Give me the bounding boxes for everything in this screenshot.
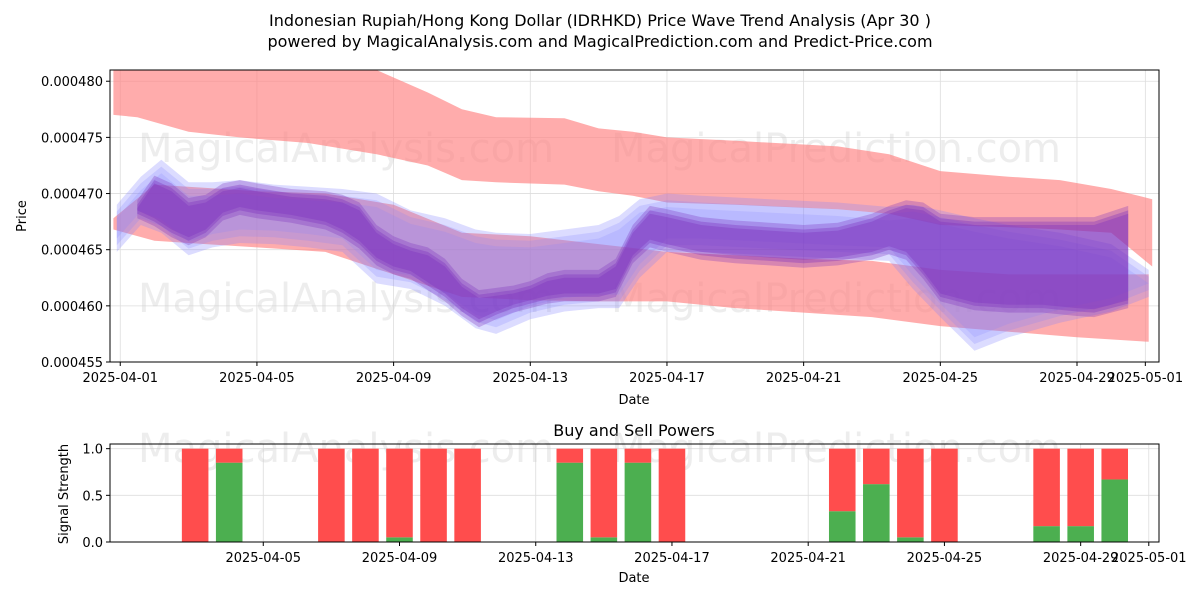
sell-power-bar <box>897 448 924 538</box>
buy-power-bar <box>863 484 890 542</box>
red-upper-band <box>113 70 1153 267</box>
price-y-tick-label: 0.000470 <box>41 188 103 203</box>
red-lower-band <box>113 184 1149 342</box>
buy-power-bar <box>1033 526 1060 542</box>
price-y-axis-label: Price <box>15 200 30 232</box>
purple-band <box>137 183 1129 320</box>
sell-power-bar <box>556 448 584 463</box>
sell-power-bar <box>454 448 481 542</box>
sell-power-bar <box>828 448 856 512</box>
sell-power-bar <box>352 448 379 542</box>
price-bands <box>113 70 1153 351</box>
price-x-ticks: 2025-04-01 2025-04-05 2025-04-09 2025-04-13… <box>82 362 1183 386</box>
signal-x-tick-label: 2025-04-25 <box>907 551 983 566</box>
purple-band <box>137 180 1129 323</box>
signal-x-tick-label: 2025-04-21 <box>770 551 846 566</box>
sell-power-bar <box>1067 448 1094 527</box>
price-x-tick-label: 2025-04-09 <box>356 371 432 386</box>
price-x-tick-label: 2025-04-29 <box>1039 371 1115 386</box>
buy-power-bar <box>1067 526 1094 542</box>
price-x-tick-label: 2025-04-13 <box>493 371 569 386</box>
signal-bars <box>181 448 1129 542</box>
sell-power-bar <box>1101 448 1129 480</box>
buy-power-bar <box>590 537 618 542</box>
chart-subtitle: powered by MagicalAnalysis.com and Magic… <box>267 32 932 51</box>
signal-y-tick-label: 1.0 <box>82 443 103 458</box>
signal-x-axis-label: Date <box>618 571 649 586</box>
buy-power-bar <box>897 537 924 542</box>
signal-plot-frame <box>109 443 1160 543</box>
chart-title: Indonesian Rupiah/Hong Kong Dollar (IDRH… <box>269 11 931 30</box>
price-panel: MagicalAnalysis.com MagicalPrediction.co… <box>15 69 1183 408</box>
price-x-tick-label: 2025-04-05 <box>219 371 295 386</box>
blue-band <box>116 166 1149 344</box>
sell-power-bar <box>318 448 345 542</box>
sell-power-bar <box>658 448 686 542</box>
signal-chart-title: Buy and Sell Powers <box>553 421 715 440</box>
signal-y-tick-label: 0.5 <box>82 489 103 504</box>
sell-power-bar <box>590 448 618 538</box>
price-x-tick-label: 2025-04-21 <box>766 371 842 386</box>
price-y-tick-label: 0.000460 <box>41 300 103 315</box>
price-x-tick-label: 2025-04-01 <box>82 371 158 386</box>
signal-y-tick-label: 0.0 <box>82 536 103 551</box>
buy-power-bar <box>1101 479 1129 542</box>
buy-power-bar <box>386 537 413 542</box>
blue-band <box>116 173 1149 338</box>
blue-band <box>116 159 1149 351</box>
signal-panel: Buy and Sell Powers MagicalAnalysis.com … <box>57 421 1187 586</box>
sell-power-bar <box>420 448 447 542</box>
price-y-tick-label: 0.000475 <box>41 131 103 146</box>
price-y-tick-label: 0.000465 <box>41 244 103 259</box>
price-x-tick-label: 2025-04-17 <box>629 371 705 386</box>
price-plot-frame <box>109 69 1160 363</box>
signal-x-tick-label: 2025-04-09 <box>362 551 438 566</box>
buy-power-bar <box>624 462 652 542</box>
purple-band <box>137 175 1129 328</box>
sell-power-bar <box>931 448 958 542</box>
signal-x-tick-label: 2025-04-05 <box>225 551 301 566</box>
price-x-axis-label: Date <box>618 393 649 408</box>
price-x-tick-label: 2025-04-25 <box>903 371 979 386</box>
sell-power-bar <box>1033 448 1060 527</box>
sell-power-bar <box>624 448 652 463</box>
signal-x-tick-label: 2025-04-29 <box>1043 551 1119 566</box>
signal-x-ticks: 2025-04-05 2025-04-09 2025-04-13 2025-04-17… <box>225 542 1187 566</box>
sell-power-bar <box>215 448 243 463</box>
signal-y-axis-label: Signal Strength <box>57 444 72 544</box>
buy-power-bar <box>215 462 243 542</box>
signal-x-tick-label: 2025-05-01 <box>1111 551 1187 566</box>
buy-power-bar <box>556 462 584 542</box>
signal-x-tick-label: 2025-04-17 <box>634 551 710 566</box>
signal-y-ticks: 0.0 0.5 1.0 <box>82 443 110 551</box>
price-y-tick-label: 0.000480 <box>41 75 103 90</box>
buy-power-bar <box>828 511 856 542</box>
signal-x-tick-label: 2025-04-13 <box>498 551 574 566</box>
sell-power-bar <box>386 448 413 538</box>
sell-power-bar <box>181 448 209 542</box>
price-y-tick-label: 0.000455 <box>41 356 103 371</box>
price-x-tick-label: 2025-05-01 <box>1108 371 1184 386</box>
price-y-ticks: 0.000455 0.000460 0.000465 0.000470 0.000475… <box>41 75 110 371</box>
sell-power-bar <box>863 448 890 485</box>
